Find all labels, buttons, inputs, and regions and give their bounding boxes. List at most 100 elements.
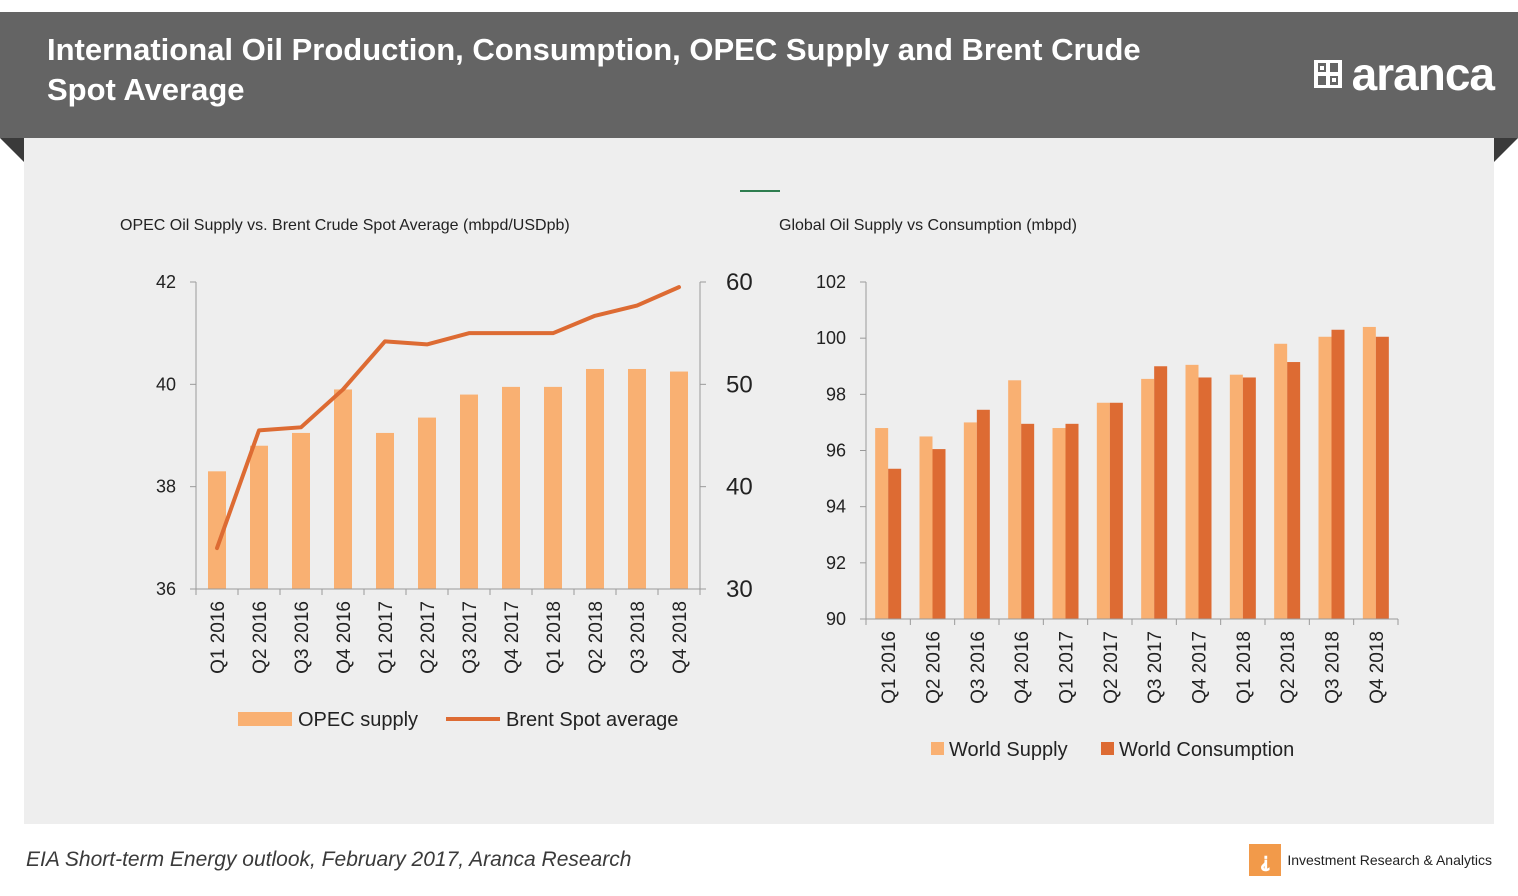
chart1-category-label: Q1 2017	[376, 601, 397, 674]
opec-supply-bar	[250, 445, 268, 589]
chart1-category-label: Q2 2017	[418, 601, 439, 674]
chart2-category-label: Q4 2017	[1190, 631, 1211, 704]
opec-supply-bar	[502, 386, 520, 589]
legend-label-world-supply: World Supply	[949, 739, 1068, 761]
opec-supply-bar	[628, 368, 646, 589]
world-consumption-bar	[1065, 423, 1079, 619]
world-consumption-bar	[1287, 362, 1301, 619]
chart2-category-label: Q4 2016	[1012, 631, 1033, 704]
world-consumption-bar	[1242, 377, 1256, 619]
opec-supply-bar	[670, 371, 688, 589]
chart1-right-tick-label: 30	[726, 576, 753, 603]
legend-label-brent: Brent Spot average	[506, 709, 678, 731]
opec-supply-bar	[208, 471, 226, 589]
chart1-category-label: Q2 2018	[586, 601, 607, 674]
world-supply-bar	[1318, 336, 1332, 619]
chart1-left-tick-label: 36	[156, 579, 176, 599]
world-supply-bar	[919, 436, 933, 619]
accent-line	[740, 190, 780, 192]
world-consumption-bar	[932, 449, 946, 619]
chart1-title: OPEC Oil Supply vs. Brent Crude Spot Ave…	[120, 217, 570, 234]
chart2-category-label: Q2 2018	[1278, 631, 1299, 704]
chart1-category-label: Q3 2018	[628, 601, 649, 674]
banner-fold-left	[0, 138, 24, 162]
chart1-category-label: Q3 2016	[292, 601, 313, 674]
opec-supply-bar	[292, 432, 310, 589]
world-consumption-bar	[1331, 329, 1345, 619]
chart1-left-tick-label: 40	[156, 374, 176, 394]
chart2-y-tick-label: 100	[816, 328, 846, 348]
chart1-category-label: Q2 2016	[250, 601, 271, 674]
chart-global-supply-consumption: Global Oil Supply vs Consumption (mbpd) …	[779, 217, 1399, 761]
chart2-category-label: Q2 2016	[924, 631, 945, 704]
world-supply-bar	[1008, 380, 1022, 619]
legend-swatch-opec-supply	[238, 712, 292, 726]
chart1-left-tick-label: 38	[156, 477, 176, 497]
chart1-right-tick-label: 60	[726, 269, 753, 296]
legend-swatch-world-supply	[931, 742, 944, 755]
chart1-category-label: Q1 2016	[208, 601, 229, 674]
chart2-legend: World Supply World Consumption	[931, 739, 1294, 761]
opec-supply-bar	[376, 432, 394, 589]
world-supply-bar	[1052, 428, 1066, 619]
chart2-category-label: Q3 2016	[968, 631, 989, 704]
chart1-category-label: Q4 2017	[502, 601, 523, 674]
page-title: International Oil Production, Consumptio…	[47, 32, 1141, 107]
chart1-category-label: Q4 2016	[334, 601, 355, 674]
header-banner	[0, 12, 1518, 138]
chart2-y-tick-label: 102	[816, 272, 846, 292]
legend-label-opec-supply: OPEC supply	[298, 709, 418, 731]
chart2-y-tick-label: 94	[826, 497, 846, 517]
world-consumption-bar	[1198, 377, 1212, 619]
logo-mark-icon	[1313, 60, 1342, 88]
world-supply-bar	[875, 428, 889, 619]
world-consumption-bar	[1375, 336, 1389, 619]
chart1-left-tick-label: 42	[156, 272, 176, 292]
world-consumption-bar	[1154, 366, 1168, 619]
world-supply-bar	[1141, 378, 1155, 619]
footer-brand: ⸘ Investment Research & Analytics	[1249, 844, 1492, 876]
world-supply-bar	[1362, 326, 1376, 619]
banner-fold-right	[1494, 138, 1518, 162]
chart2-category-label: Q3 2017	[1145, 631, 1166, 704]
aranca-logo: aranca	[1312, 48, 1495, 100]
chart2-category-label: Q1 2017	[1057, 631, 1078, 704]
world-supply-bar	[1185, 364, 1199, 619]
chart1-category-label: Q1 2018	[544, 601, 565, 674]
chart2-y-tick-label: 90	[826, 609, 846, 629]
chart2-category-label: Q4 2018	[1367, 631, 1388, 704]
world-consumption-bar	[1109, 402, 1123, 619]
chart2-y-tick-label: 92	[826, 553, 846, 573]
chart1-category-label: Q4 2018	[670, 601, 691, 674]
legend-swatch-world-consumption	[1101, 742, 1114, 755]
chart2-category-label: Q2 2017	[1101, 631, 1122, 704]
logo-text: aranca	[1351, 48, 1495, 100]
world-supply-bar	[963, 422, 977, 619]
chart2-title: Global Oil Supply vs Consumption (mbpd)	[779, 217, 1077, 234]
source-note: EIA Short-term Energy outlook, February …	[26, 848, 632, 871]
chart2-category-label: Q1 2016	[879, 631, 900, 704]
opec-supply-bar	[418, 417, 436, 589]
brent-spot-line	[215, 285, 681, 551]
world-consumption-bar	[976, 409, 990, 619]
opec-supply-bar	[460, 394, 478, 589]
chart2-y-tick-label: 96	[826, 441, 846, 461]
world-supply-bar	[1229, 374, 1243, 619]
brand-icon: ⸘	[1249, 844, 1282, 876]
chart1-legend: OPEC supply Brent Spot average	[238, 709, 678, 731]
chart-opec-brent: OPEC Oil Supply vs. Brent Crude Spot Ave…	[120, 217, 753, 731]
chart2-y-tick-label: 98	[826, 384, 846, 404]
chart1-right-tick-label: 40	[726, 474, 753, 501]
world-supply-bar	[1096, 402, 1110, 619]
brand-tagline: Investment Research & Analytics	[1287, 852, 1492, 868]
legend-label-world-consumption: World Consumption	[1119, 739, 1294, 761]
opec-supply-bar	[586, 368, 604, 589]
opec-supply-bar	[544, 386, 562, 589]
opec-supply-bar	[334, 389, 352, 589]
chart2-category-label: Q3 2018	[1323, 631, 1344, 704]
world-consumption-bar	[1021, 423, 1035, 619]
chart1-category-label: Q3 2017	[460, 601, 481, 674]
chart1-right-tick-label: 50	[726, 371, 753, 398]
chart2-category-label: Q1 2018	[1234, 631, 1255, 704]
